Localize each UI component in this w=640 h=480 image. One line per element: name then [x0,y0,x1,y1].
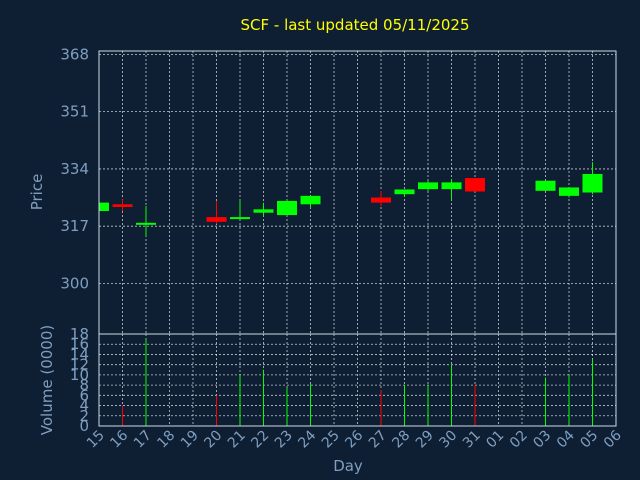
volume-axis-label: Volume (0000) [38,325,56,435]
price-tick-label: 300 [60,274,89,292]
price-axis-label: Price [28,174,46,211]
chart-title: SCF - last updated 05/11/2025 [241,16,470,34]
x-tick-label: 18 [154,428,178,452]
volume-tick-label: 0 [79,417,89,435]
candle-body [441,182,462,190]
x-tick-label: 02 [507,428,531,452]
price-tick-label: 351 [60,103,89,121]
volume-grid [99,334,616,426]
x-tick-label: 19 [178,428,202,452]
price-tick-label: 368 [60,45,89,63]
price-grid [99,51,616,334]
candle-body [300,195,321,205]
candle-body [582,173,603,193]
candle-body [371,197,391,203]
x-tick-label: 03 [530,428,554,452]
x-tick-label: 16 [107,427,131,451]
candle-body [99,202,109,212]
candle-body [253,209,274,213]
x-tick-label: 25 [319,428,343,452]
candle-body [136,222,156,225]
candle-body [418,182,438,190]
volume-plot-frame [98,333,617,427]
x-tick-label: 23 [272,428,296,452]
x-tick-label: 04 [554,427,578,451]
candle-body [230,217,250,220]
price-y-axis: 300 317 334 351 368 [60,45,89,292]
x-tick-label: 28 [389,428,413,452]
x-tick-label: 20 [201,428,225,452]
x-tick-label: 30 [436,428,460,452]
volume-tick-label: 8 [79,376,89,394]
candle-body [465,178,485,192]
candle-body [535,180,556,191]
x-tick-label: 27 [366,428,390,452]
candle-body [394,189,415,195]
volume-tick-label: 12 [70,356,89,374]
price-tick-label: 334 [60,160,89,178]
candle-body [112,204,133,207]
volume-tick-label: 6 [79,386,89,404]
candle-body [206,217,227,222]
x-tick-label: 26 [342,427,366,451]
x-tick-label: 21 [225,428,249,452]
x-tick-label: 05 [577,428,601,452]
x-tick-label: 06 [601,427,625,451]
candle-body [559,187,579,196]
volume-series [122,339,593,426]
volume-tick-label: 10 [70,366,89,384]
x-tick-label: 29 [413,428,437,452]
x-tick-label: 17 [131,428,155,452]
candle-body [277,200,297,216]
volume-tick-label: 2 [79,407,89,425]
volume-tick-label: 4 [79,397,89,415]
candlestick-series [98,162,603,237]
volume-tick-label: 18 [70,325,89,343]
day-axis-label: Day [333,457,363,475]
x-tick-label: 01 [483,428,507,452]
x-tick-label: 31 [460,428,484,452]
volume-tick-label: 14 [70,345,89,363]
x-tick-label: 24 [295,427,319,451]
volume-tick-label: 16 [70,335,89,353]
day-x-axis: 15 16 17 18 19 20 21 22 23 24 25 26 27 28 29 30 31 01 02 03… [84,427,625,451]
price-tick-label: 317 [60,217,89,235]
x-tick-label: 22 [248,428,272,452]
